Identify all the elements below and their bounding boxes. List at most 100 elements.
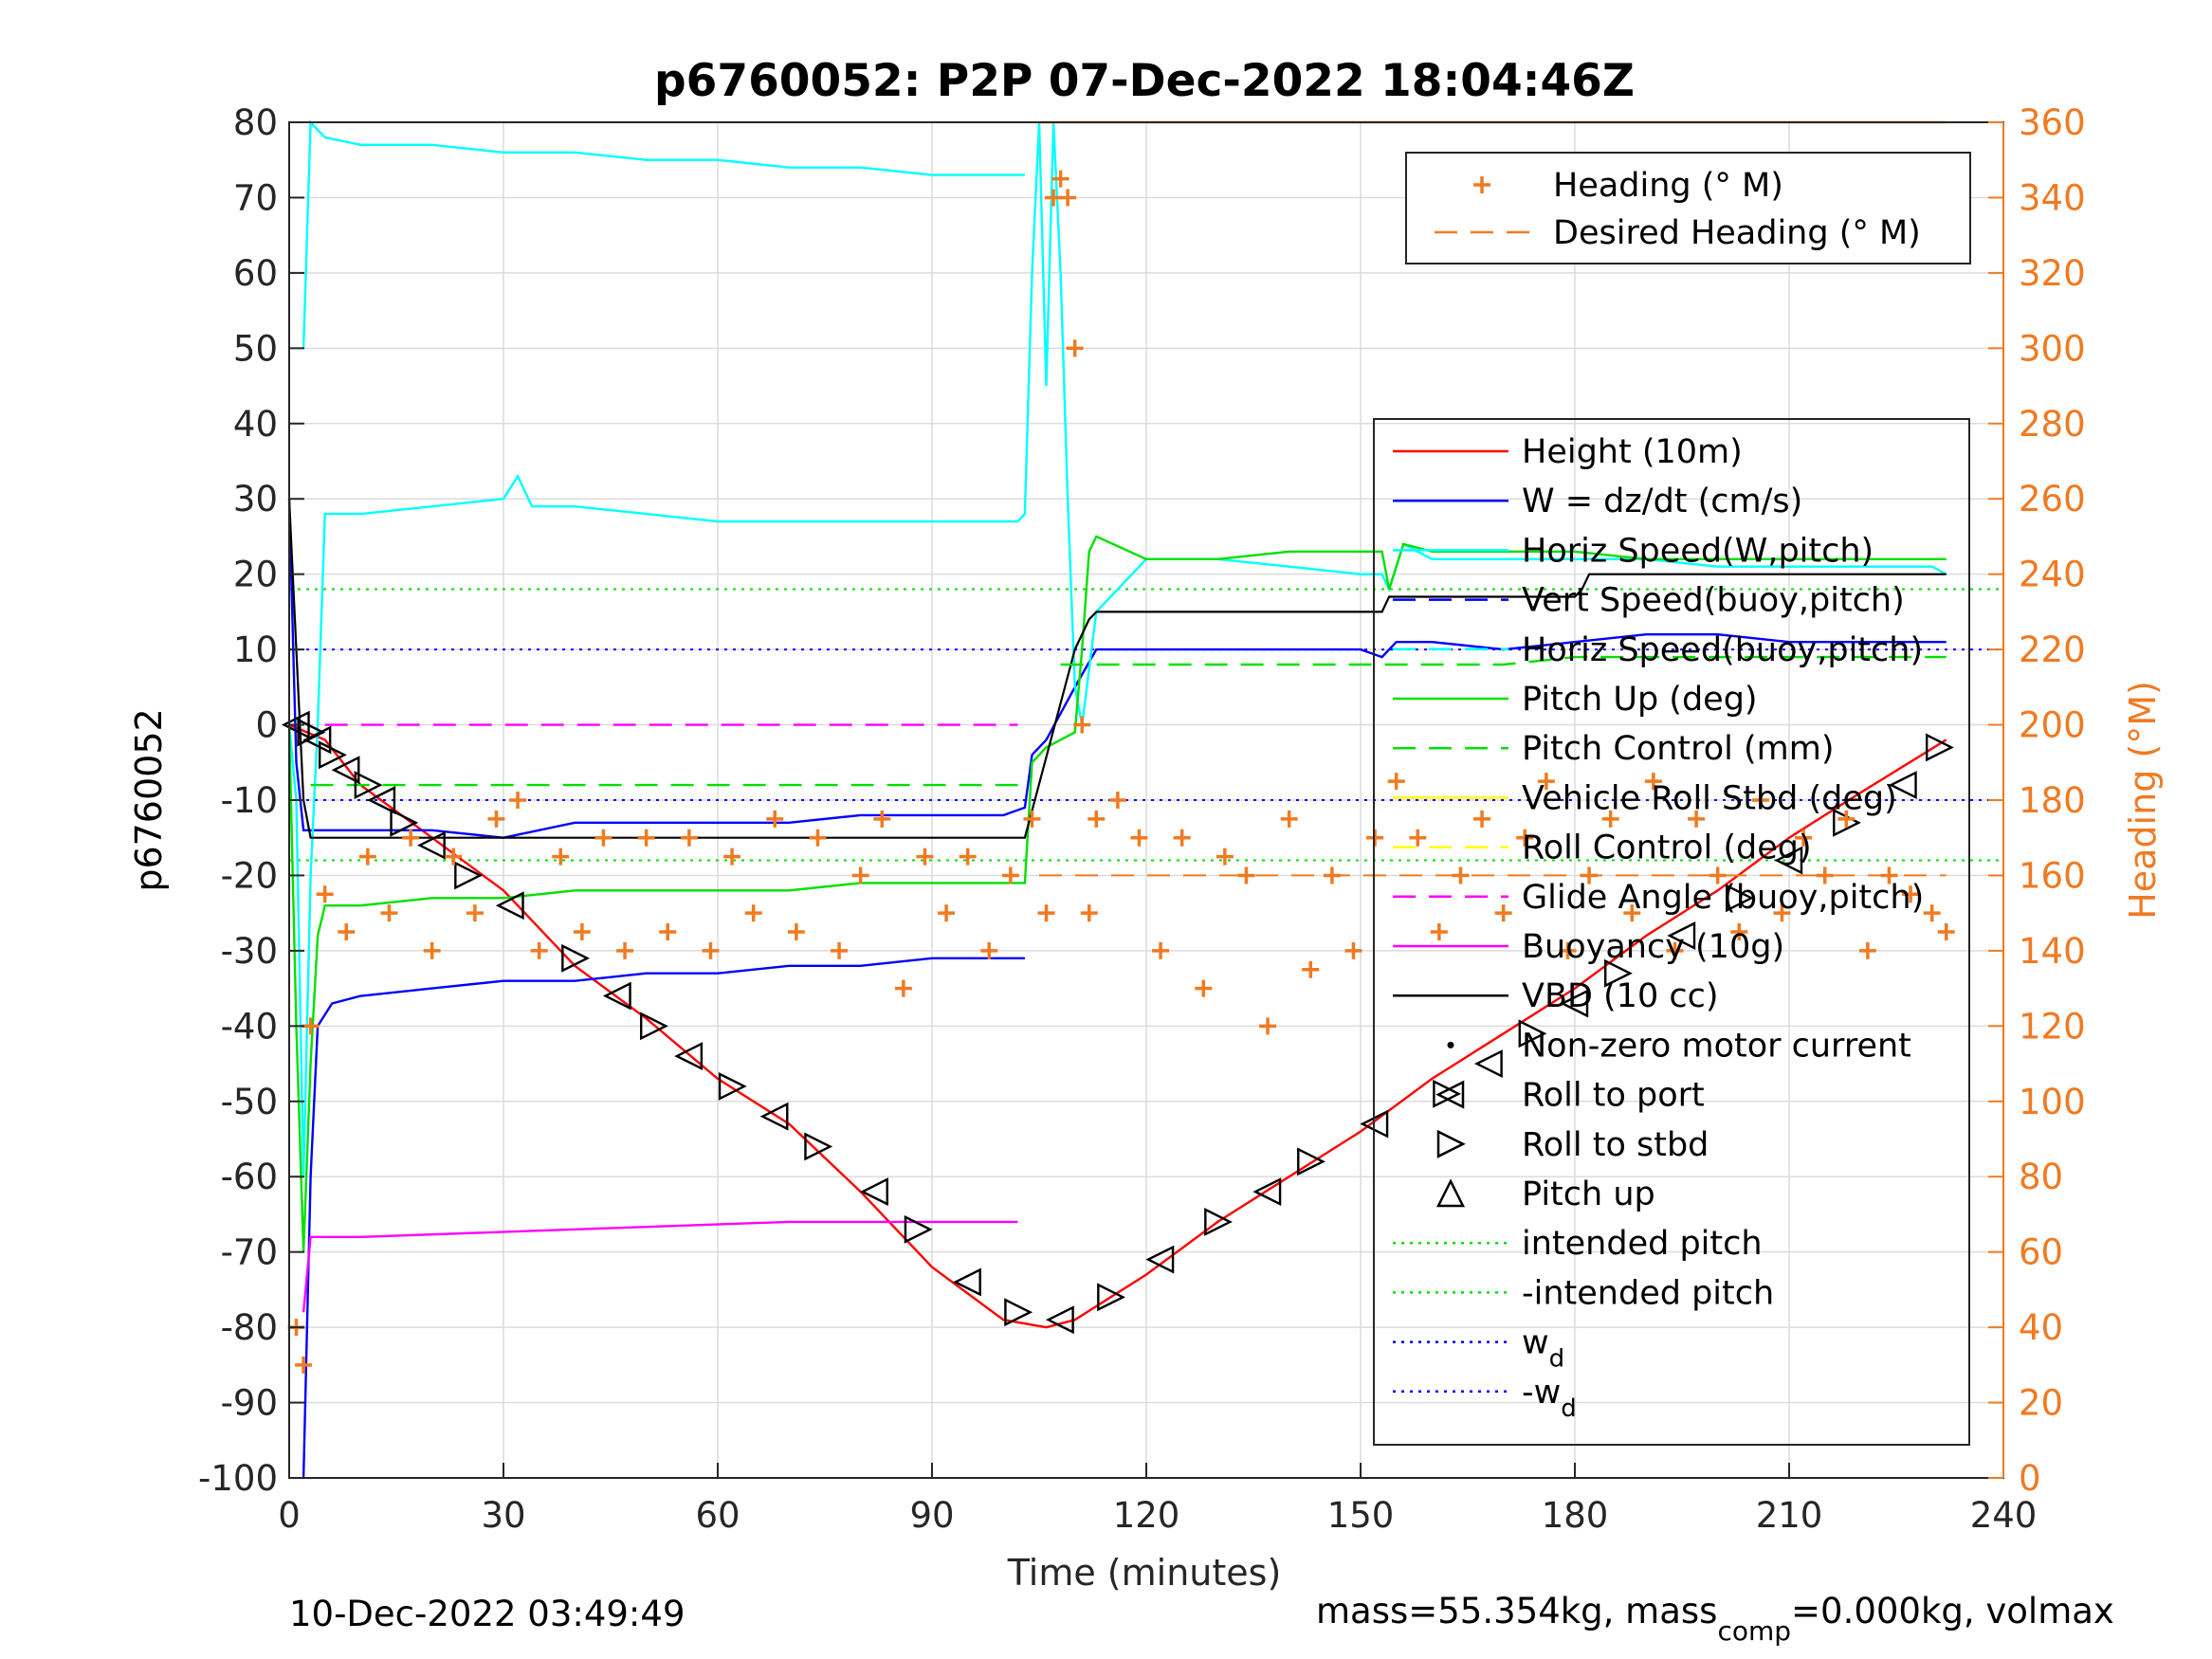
legend-label: -wd <box>1522 1374 1577 1423</box>
y-tick-right-label: 300 <box>2019 328 2086 369</box>
series-line <box>287 535 1947 1252</box>
legend-label: Vehicle Roll Stbd (deg) <box>1522 779 1897 817</box>
heading-point <box>1173 829 1191 847</box>
legend-swatch <box>1447 1041 1454 1048</box>
y-tick-right-label: 160 <box>2019 855 2086 896</box>
heading-point <box>1302 960 1320 978</box>
series-line <box>302 1220 1018 1313</box>
roll-marker <box>904 1214 933 1244</box>
legend-label: Desired Heading (° M) <box>1553 214 1921 252</box>
heading-point <box>723 848 741 866</box>
heading-point <box>1581 866 1599 884</box>
y-tick-right-label: 340 <box>2019 177 2086 218</box>
legend-label: W = dz/dt (cm/s) <box>1522 483 1802 520</box>
series-line <box>287 121 1947 1177</box>
x-tick-label: 30 <box>481 1495 525 1536</box>
heading-point <box>445 848 463 866</box>
series-line <box>302 957 1025 1479</box>
roll-marker <box>1433 1079 1462 1108</box>
roll-marker <box>331 756 360 785</box>
heading-point <box>1066 339 1084 357</box>
heading-point <box>1152 941 1170 959</box>
x-tick-label: 180 <box>1542 1495 1609 1536</box>
heading-point <box>1130 829 1148 847</box>
roll-markers <box>281 710 1954 1335</box>
heading-point <box>402 829 420 847</box>
heading-point <box>1059 189 1077 207</box>
heading-point <box>1880 866 1898 884</box>
heading-point <box>1259 1017 1277 1035</box>
roll-marker <box>1297 1147 1325 1176</box>
legend-heading: Heading (° M) Desired Heading (° M) <box>1405 152 1971 264</box>
roll-marker <box>1204 1207 1234 1236</box>
heading-point <box>1080 904 1098 922</box>
heading-point <box>766 810 784 828</box>
heading-point <box>1494 904 1512 922</box>
heading-point <box>680 829 698 847</box>
heading-point <box>1795 829 1813 847</box>
heading-point <box>1623 904 1641 922</box>
legend-label: Height (10m) <box>1522 433 1743 471</box>
legend-label: Buoyancy (10g) <box>1522 928 1784 966</box>
heading-point <box>831 941 849 959</box>
y-tick-label: -50 <box>221 1082 278 1122</box>
footer-timestamp: 10-Dec-2022 03:49:49 <box>289 1594 685 1634</box>
heading-point <box>616 941 634 959</box>
heading-point <box>702 941 720 959</box>
heading-point <box>637 829 655 847</box>
heading-point <box>851 866 869 884</box>
heading-point <box>1601 810 1619 828</box>
y-tick-label: -90 <box>221 1383 278 1424</box>
roll-marker <box>302 725 332 755</box>
y-tick-right-label: 260 <box>2019 479 2086 520</box>
heading-point <box>1837 810 1856 828</box>
heading-point <box>1237 866 1255 884</box>
y-tick-label: 50 <box>233 328 278 369</box>
heading-point <box>358 848 376 866</box>
roll-marker <box>454 861 484 890</box>
y-tick-right-label: 40 <box>2019 1307 2063 1348</box>
x-tick-label: 120 <box>1113 1495 1180 1536</box>
y-tick-right-label: 120 <box>2019 1006 2086 1047</box>
heading-point <box>1366 829 1384 847</box>
y-tick-right-label: 240 <box>2019 555 2086 595</box>
y-tick-right-label: 20 <box>2019 1383 2063 1424</box>
heading-point <box>1751 792 1769 809</box>
heading-point <box>295 1356 313 1374</box>
roll-marker <box>1097 1283 1126 1312</box>
series-line <box>287 499 1947 839</box>
heading-point <box>1430 923 1448 941</box>
heading-point <box>509 792 527 809</box>
roll-marker <box>416 830 446 860</box>
y-tick-right-label: 140 <box>2019 931 2086 972</box>
heading-point <box>1051 170 1069 188</box>
y-tick-right-label: 80 <box>2019 1157 2063 1197</box>
heading-point <box>1559 941 1577 959</box>
roll-marker <box>354 771 383 800</box>
heading-point <box>980 941 998 959</box>
x-tick-label: 60 <box>695 1495 740 1536</box>
roll-marker <box>759 1102 789 1131</box>
legend-swatch <box>1435 1178 1466 1208</box>
heading-point <box>1280 810 1298 828</box>
heading-point <box>380 904 398 922</box>
roll-marker <box>1518 1019 1547 1048</box>
heading-point <box>487 810 505 828</box>
axis-ticks: 0 30 60 90 120 150 180 210 24080706050403020100-… <box>198 102 2086 1536</box>
legend-label: Roll to port <box>1522 1077 1705 1115</box>
x-tick-label: 240 <box>1970 1495 2038 1536</box>
heading-markers <box>287 170 1955 1374</box>
roll-marker <box>1004 1298 1033 1327</box>
y-tick-right-label: 180 <box>2019 780 2086 821</box>
heading-point <box>1666 941 1684 959</box>
legend-label: wd <box>1522 1324 1564 1374</box>
x-axis-label: Time (minutes) <box>1007 1552 1282 1594</box>
legend-label: Pitch up <box>1522 1176 1655 1213</box>
roll-marker <box>1145 1245 1175 1274</box>
roll-marker <box>1560 989 1589 1018</box>
heading-point <box>552 848 570 866</box>
legend-label: Pitch Up (deg) <box>1522 681 1758 719</box>
heading-point <box>594 829 612 847</box>
roll-marker <box>674 1042 704 1071</box>
